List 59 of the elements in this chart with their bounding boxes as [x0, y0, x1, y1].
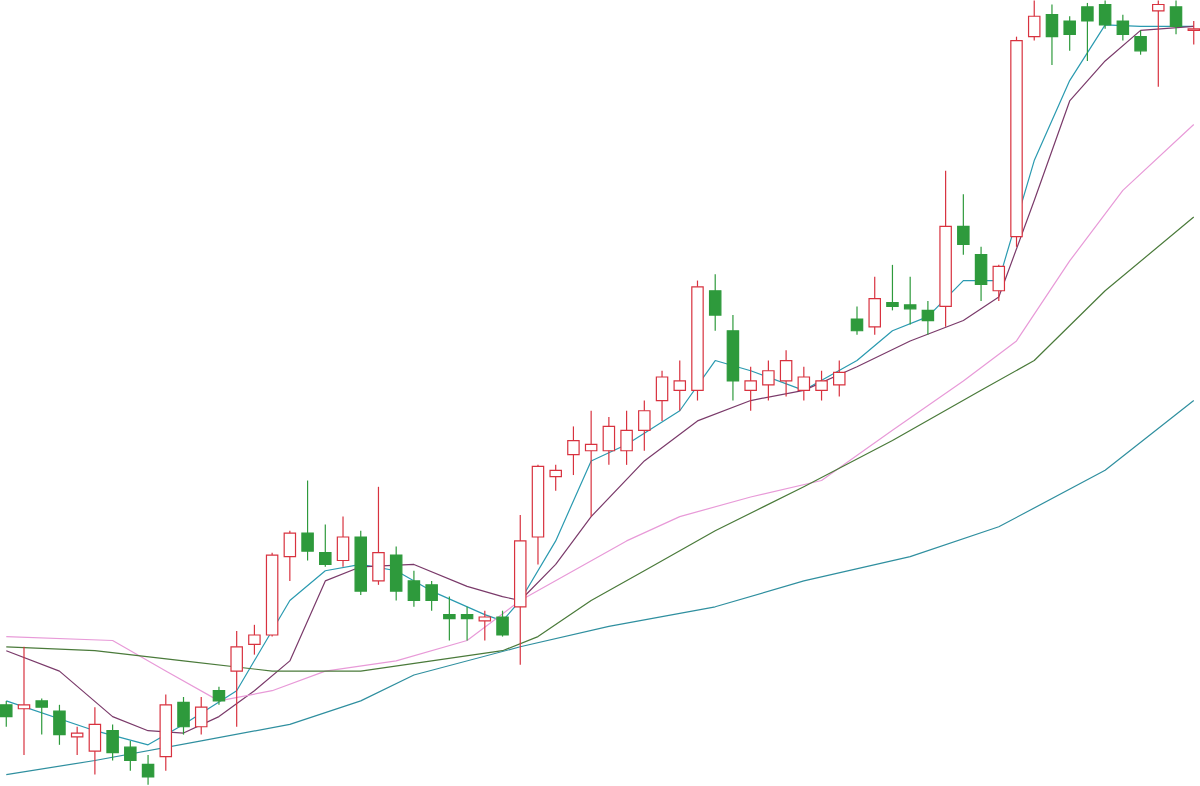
candlestick [992, 264, 1006, 302]
candlestick [230, 630, 243, 728]
candlestick [443, 596, 456, 642]
candlestick [496, 610, 509, 638]
candlestick [124, 740, 137, 772]
candlestick [815, 370, 828, 402]
candlestick [389, 546, 403, 602]
candlestick [921, 300, 935, 336]
candlestick [248, 624, 261, 656]
candlestick [833, 360, 846, 398]
candlestick [53, 704, 66, 746]
candlestick [88, 706, 102, 776]
candlestick [638, 400, 651, 452]
candlestick [212, 686, 226, 706]
candlestick [301, 480, 314, 562]
candlestick [1098, 0, 1112, 30]
candlestick [549, 464, 562, 492]
candlestick [35, 698, 48, 736]
candlestick [141, 754, 155, 786]
candlestick [886, 264, 899, 312]
candlestick [17, 646, 31, 756]
candlestick [797, 366, 811, 402]
candlestick [744, 366, 757, 412]
candlestick [1063, 15, 1076, 52]
candlestick [1152, 0, 1165, 88]
candlestick [319, 524, 332, 568]
candlestick [655, 370, 669, 422]
candlestick [957, 193, 970, 256]
candlestick [602, 416, 616, 466]
candlestick [70, 726, 84, 756]
candlestick [0, 700, 13, 728]
candlestick [1081, 2, 1094, 62]
candlestick [283, 530, 297, 582]
candlestick [478, 610, 492, 642]
candlestick [425, 580, 438, 612]
candlestick [762, 360, 775, 402]
candlestick [903, 276, 917, 326]
candlestick [567, 426, 580, 476]
candlestick [1116, 14, 1130, 42]
candlestick [1169, 0, 1183, 36]
candlestick [708, 273, 722, 332]
candlestick [1187, 20, 1200, 46]
candlestick [974, 246, 988, 302]
candlestick [584, 410, 598, 518]
candlestick [1045, 4, 1059, 66]
candlestick [460, 606, 474, 642]
candlestick [673, 360, 687, 412]
candlestick [407, 570, 421, 608]
candlestick [106, 724, 119, 762]
candlestick [336, 516, 350, 568]
candlestick [194, 696, 208, 736]
candlestick [868, 276, 881, 336]
candlestick [779, 350, 793, 398]
candlestick [620, 410, 633, 466]
candlestick [177, 696, 190, 736]
candlestick [372, 486, 385, 586]
candlestick [850, 306, 864, 336]
candlestick [1027, 0, 1041, 42]
candlestick [1134, 30, 1147, 56]
